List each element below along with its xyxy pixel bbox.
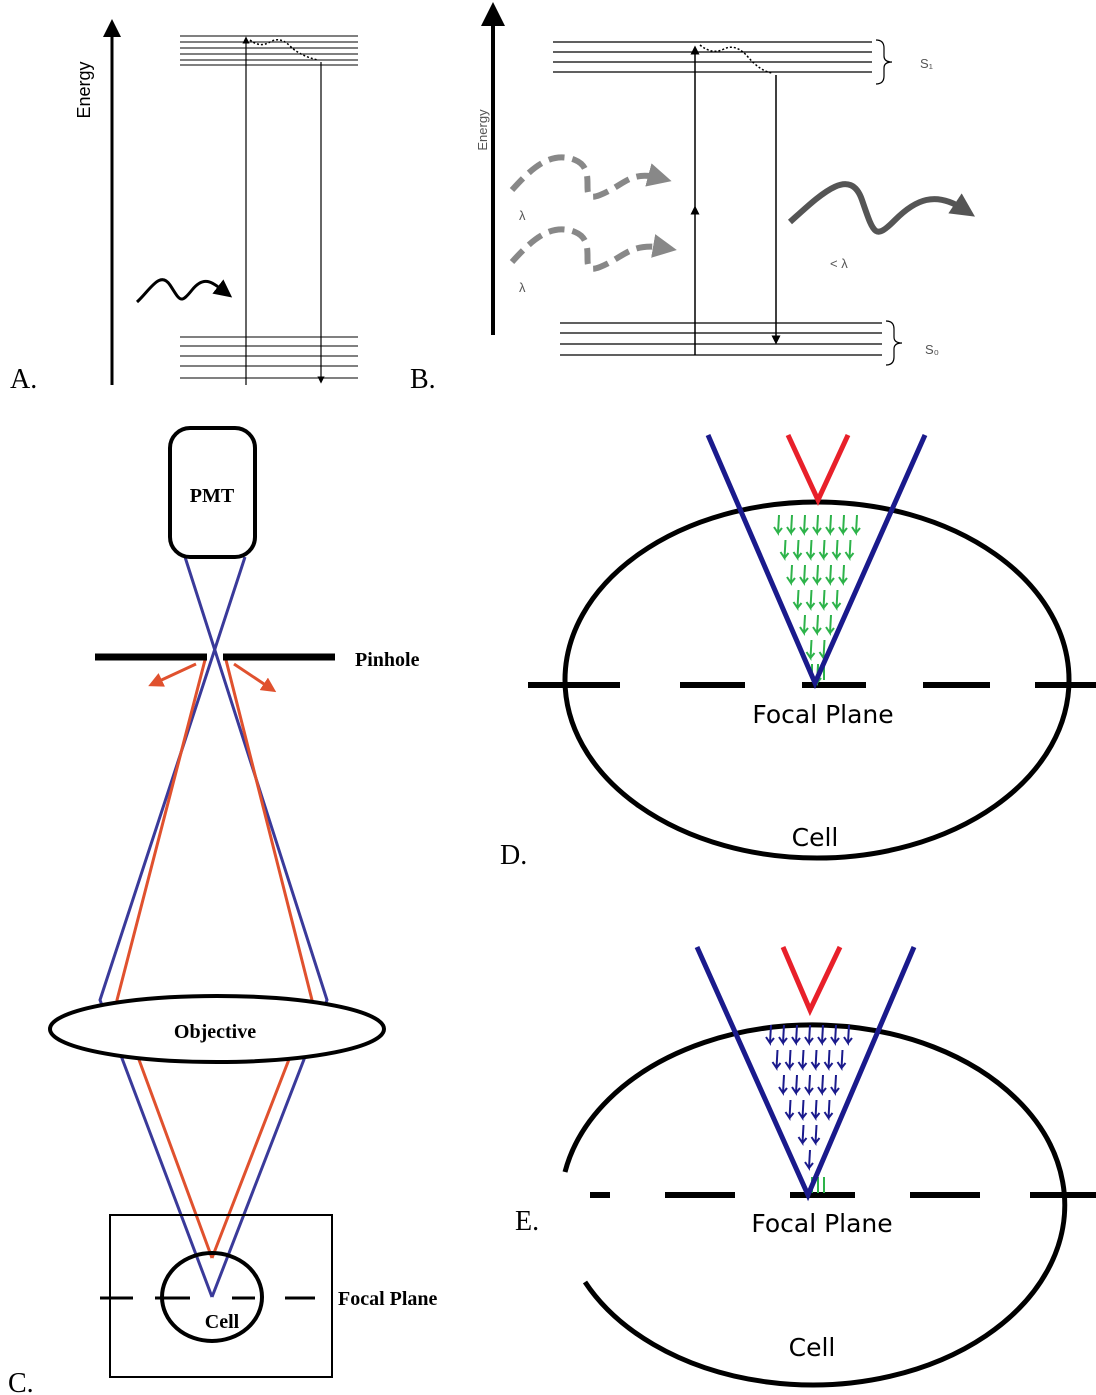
photon <box>137 280 225 302</box>
relaxation <box>250 40 318 60</box>
focal-plane-label: Focal Plane <box>338 1288 438 1310</box>
arrow <box>786 1100 794 1118</box>
arrow <box>792 1075 800 1093</box>
arrow <box>807 590 815 608</box>
emission-arrows <box>766 1025 852 1193</box>
laser <box>788 435 848 500</box>
arrow <box>799 1050 807 1068</box>
excitation-photon <box>512 229 665 268</box>
arrow <box>820 590 828 608</box>
arrow <box>781 540 789 558</box>
pmt-label: PMT <box>190 485 235 507</box>
arrow <box>773 1050 781 1068</box>
arrow <box>799 1125 807 1143</box>
arrow <box>820 540 828 558</box>
arrow <box>807 540 815 558</box>
arrow <box>818 1025 826 1043</box>
arrow <box>812 1050 820 1068</box>
arrow <box>794 590 802 608</box>
arrow <box>800 515 808 533</box>
arrow <box>825 1050 833 1068</box>
pinhole-label: Pinhole <box>355 649 420 671</box>
arrow <box>805 1025 813 1043</box>
upper-levels <box>553 42 872 72</box>
panel-label: B. <box>410 364 436 395</box>
excitation-photon <box>512 157 660 196</box>
arrow <box>831 1075 839 1093</box>
brace <box>876 40 892 84</box>
arrow <box>805 1075 813 1093</box>
panel-c <box>50 428 384 1377</box>
arrow <box>800 565 808 583</box>
panel-d <box>528 435 1096 858</box>
arrow <box>787 565 795 583</box>
arrow <box>826 565 834 583</box>
figure: Energy A. Energy S₁ S₀ λ λ < λ B. PMT Pi… <box>0 0 1096 1395</box>
lower-levels <box>180 337 358 378</box>
objective-label: Objective <box>174 1021 256 1043</box>
arrow <box>846 540 854 558</box>
panel-label: A. <box>10 364 37 395</box>
arrow <box>813 565 821 583</box>
cell-label: Cell <box>205 1311 240 1333</box>
arrow <box>852 515 860 533</box>
arrow <box>774 515 782 533</box>
arrow <box>833 540 841 558</box>
sample-box <box>110 1215 332 1377</box>
emission-photon <box>790 184 965 232</box>
arrow <box>826 515 834 533</box>
rejected-light <box>155 664 196 683</box>
arrow <box>807 640 815 658</box>
energy-label: Energy <box>74 61 94 118</box>
arrow <box>826 615 834 633</box>
arrow <box>839 515 847 533</box>
energy-label: Energy <box>475 109 490 151</box>
brace <box>886 321 902 365</box>
arrow <box>812 1125 820 1143</box>
emission-arrows <box>774 515 860 683</box>
cell-label: Cell <box>792 823 839 852</box>
arrow <box>813 615 821 633</box>
arrow <box>825 1100 833 1118</box>
upper-levels <box>180 36 358 65</box>
excitation-cone <box>708 435 925 683</box>
arrow <box>794 540 802 558</box>
level-label: S₁ <box>920 56 934 71</box>
relaxation <box>700 45 772 73</box>
arrow <box>818 1075 826 1093</box>
panel-label: C. <box>8 1368 34 1395</box>
arrow <box>800 615 808 633</box>
rejected-light <box>234 664 270 688</box>
arrow <box>799 1100 807 1118</box>
arrow <box>787 515 795 533</box>
arrow <box>779 1075 787 1093</box>
arrow <box>812 1100 820 1118</box>
panel-e <box>565 947 1096 1385</box>
wavelength-label: λ <box>519 208 526 223</box>
cell-label: Cell <box>789 1333 836 1362</box>
arrow <box>813 515 821 533</box>
arrow <box>839 565 847 583</box>
arrow <box>838 1050 846 1068</box>
focal-plane-label: Focal Plane <box>752 700 893 729</box>
arrow <box>786 1050 794 1068</box>
panel-b <box>493 14 965 365</box>
focal-plane-label: Focal Plane <box>751 1209 892 1238</box>
panel-label: D. <box>500 840 527 871</box>
arrow <box>805 1150 813 1168</box>
level-label: S₀ <box>925 342 939 357</box>
wavelength-label: λ <box>519 280 526 295</box>
laser <box>783 947 840 1010</box>
panel-label: E. <box>515 1206 539 1237</box>
wavelength-label: < λ <box>830 256 848 271</box>
red-rays <box>117 660 312 1258</box>
panel-a <box>112 28 358 385</box>
arrow <box>833 590 841 608</box>
cell <box>565 1025 1065 1385</box>
excitation-cone <box>697 947 914 1195</box>
lower-levels <box>560 323 882 355</box>
